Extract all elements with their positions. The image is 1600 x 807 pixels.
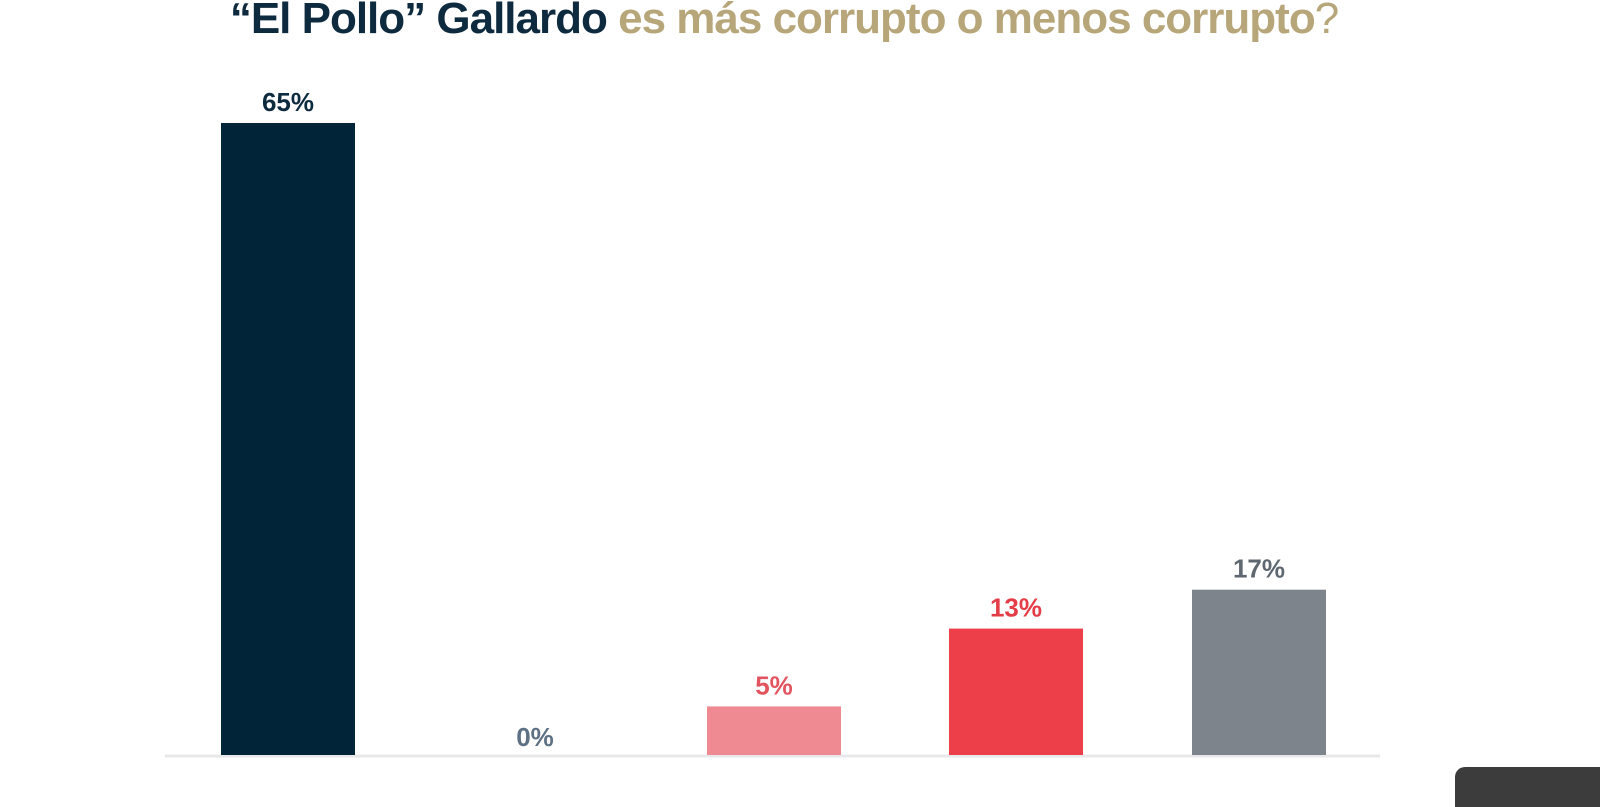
data-label-3: 13% bbox=[990, 593, 1042, 623]
data-label-4: 17% bbox=[1233, 554, 1285, 584]
bar-3 bbox=[949, 628, 1083, 755]
bar-0 bbox=[221, 123, 355, 755]
data-label-0: 65% bbox=[262, 87, 314, 117]
bar-4 bbox=[1192, 589, 1326, 755]
bar-2 bbox=[707, 706, 841, 755]
title-question: es más corrupto o menos corrupto bbox=[606, 0, 1316, 43]
title-question-mark: ? bbox=[1314, 0, 1340, 43]
title-name: “El Pollo” Gallardo bbox=[229, 0, 608, 43]
overlay-corner bbox=[1455, 767, 1600, 807]
data-label-2: 5% bbox=[755, 670, 793, 700]
chart-title: “El Pollo” Gallardo es más corrupto o me… bbox=[0, 0, 1568, 44]
data-label-1: 0% bbox=[516, 722, 554, 752]
